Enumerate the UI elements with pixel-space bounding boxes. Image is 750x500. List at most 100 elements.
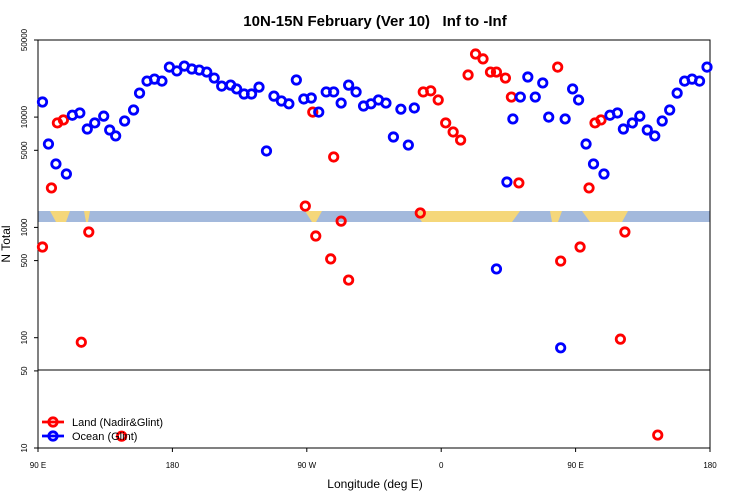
y-tick-label: 50 bbox=[20, 366, 29, 375]
point bbox=[447, 126, 459, 138]
point bbox=[335, 97, 347, 109]
point bbox=[75, 336, 87, 348]
point bbox=[310, 230, 322, 242]
point bbox=[543, 111, 555, 123]
point bbox=[574, 241, 586, 253]
point bbox=[133, 87, 146, 99]
point bbox=[477, 53, 489, 65]
point bbox=[595, 114, 607, 126]
point bbox=[537, 77, 549, 89]
point bbox=[116, 430, 128, 442]
point bbox=[408, 102, 420, 114]
point bbox=[552, 61, 564, 73]
point bbox=[395, 103, 407, 115]
point bbox=[216, 80, 228, 92]
point bbox=[656, 115, 668, 127]
legend-marker bbox=[47, 430, 59, 442]
x-tick-label: 180 bbox=[166, 461, 180, 470]
point bbox=[299, 200, 311, 212]
point bbox=[432, 94, 444, 106]
point bbox=[619, 226, 631, 238]
x-axis-label: Longitude (deg E) bbox=[327, 477, 422, 491]
point bbox=[499, 72, 512, 84]
point bbox=[253, 81, 265, 93]
point bbox=[119, 115, 131, 127]
y-tick-label: 100 bbox=[20, 330, 29, 344]
point bbox=[617, 123, 629, 135]
point bbox=[414, 207, 426, 219]
point bbox=[469, 48, 482, 60]
point bbox=[208, 72, 220, 84]
point bbox=[380, 97, 392, 109]
point bbox=[60, 168, 72, 180]
point bbox=[641, 124, 653, 136]
map-strip bbox=[38, 211, 710, 222]
point bbox=[307, 106, 319, 118]
point bbox=[110, 130, 122, 142]
point bbox=[89, 117, 101, 129]
point bbox=[507, 113, 519, 125]
point bbox=[268, 90, 280, 102]
point bbox=[555, 255, 567, 267]
y-tick-label: 5000 bbox=[20, 141, 29, 159]
point bbox=[522, 71, 534, 83]
y-tick-label: 10 bbox=[20, 443, 29, 452]
point bbox=[387, 131, 400, 143]
point bbox=[580, 138, 592, 150]
point bbox=[325, 253, 337, 265]
legend-marker bbox=[47, 416, 59, 428]
point bbox=[455, 134, 467, 146]
point bbox=[343, 274, 355, 286]
point bbox=[328, 86, 340, 98]
point bbox=[313, 106, 325, 118]
point bbox=[567, 83, 579, 95]
point bbox=[701, 61, 713, 73]
point bbox=[245, 88, 258, 100]
point bbox=[598, 168, 610, 180]
point bbox=[402, 139, 414, 151]
point bbox=[501, 176, 513, 188]
legend-label: Ocean (Glint) bbox=[72, 431, 137, 443]
point bbox=[652, 429, 664, 441]
point bbox=[559, 113, 571, 125]
point bbox=[328, 151, 340, 163]
point bbox=[156, 75, 168, 87]
point bbox=[555, 342, 567, 354]
point bbox=[626, 117, 638, 129]
point bbox=[649, 130, 661, 142]
point bbox=[514, 91, 526, 103]
point bbox=[283, 98, 295, 110]
point bbox=[634, 110, 646, 122]
point bbox=[583, 182, 595, 194]
x-tick-label: 180 bbox=[703, 461, 717, 470]
point bbox=[171, 65, 183, 77]
x-tick-label: 90 E bbox=[30, 461, 46, 470]
chart-title: 10N-15N February (Ver 10) Inf to -Inf bbox=[243, 13, 507, 30]
y-tick-label: 1000 bbox=[20, 218, 29, 236]
point bbox=[572, 94, 585, 106]
point bbox=[127, 104, 140, 116]
point bbox=[611, 107, 624, 119]
point bbox=[440, 117, 452, 129]
point bbox=[45, 182, 58, 194]
point bbox=[529, 91, 541, 103]
x-tick-label: 90 W bbox=[297, 461, 316, 470]
y-axis-label: N Total bbox=[0, 225, 13, 262]
point bbox=[81, 123, 93, 135]
point bbox=[98, 110, 110, 122]
point bbox=[425, 85, 437, 97]
point bbox=[614, 333, 627, 345]
point bbox=[671, 87, 683, 99]
point bbox=[74, 107, 86, 119]
point bbox=[42, 138, 55, 150]
x-tick-label: 90 E bbox=[567, 461, 583, 470]
point bbox=[201, 66, 213, 78]
point bbox=[513, 177, 525, 189]
point bbox=[350, 86, 362, 98]
point bbox=[490, 263, 503, 275]
point bbox=[290, 74, 302, 86]
point bbox=[484, 66, 497, 78]
y-tick-label: 500 bbox=[20, 253, 29, 267]
point bbox=[505, 91, 517, 103]
